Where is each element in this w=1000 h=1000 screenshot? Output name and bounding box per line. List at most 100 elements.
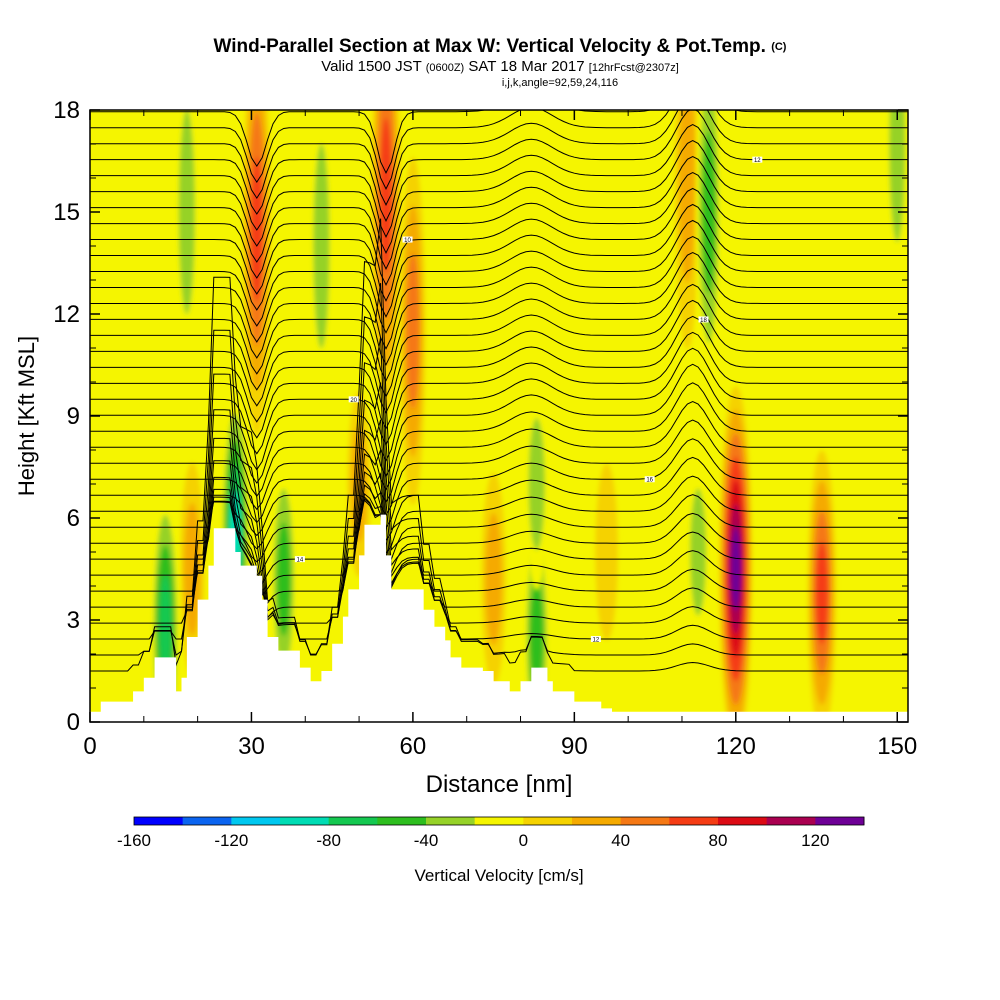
isentrope [90,382,908,491]
isentrope-label-bg [698,316,709,323]
colorbar-tick-label: -40 [414,831,439,850]
velocity-level [406,253,420,409]
isentrope [90,363,908,478]
isentrope [90,347,908,462]
colorbar-swatch [620,817,670,825]
isentrope [90,494,908,563]
isentrope [90,449,908,604]
colorbar-swatch [474,817,524,825]
velocity-core [719,386,753,722]
colorbar-tick-label: -80 [316,831,341,850]
y-tick-label: 9 [67,403,80,430]
isentrope [90,219,908,334]
isentrope [90,110,908,175]
isentrope [90,267,908,382]
colorbar-tick-label: 40 [611,831,630,850]
terrain-mask [90,514,908,722]
colorbar-swatch [426,817,476,825]
colorbar-swatch [523,817,573,825]
velocity-core [174,110,200,379]
colorbar-swatch [718,817,768,825]
isentrope [90,156,908,270]
isentrope-label-bg [294,556,305,563]
y-axis-label: Height [Kft MSL] [14,336,39,496]
isentrope [90,475,908,555]
y-tick-label: 15 [53,199,80,226]
isentrope [90,299,908,414]
isentrope [90,283,908,398]
theta-contours [90,110,908,672]
velocity-core [400,157,426,505]
isentrope [90,251,908,366]
isentrope-label: 16 [646,478,653,484]
isentrope [90,110,908,191]
isentrope [90,124,908,238]
colorbar-tick-label: 120 [801,831,829,850]
colorbar-swatch [231,817,281,825]
colorbar-swatch [134,817,184,825]
x-tick-label: 0 [83,733,96,760]
velocity-level [679,110,696,284]
colorbar-tick-label: 0 [519,831,528,850]
isentrope [90,419,908,517]
velocity-level [730,527,741,611]
isentrope-label-bg [402,236,413,243]
isentrope-label-bg [590,636,601,643]
velocity-level [250,156,263,302]
isentrope-label-bg [348,396,359,403]
velocity-core [807,450,837,722]
colorbar: -160 -120 -80 -40 0 40 80 120 [117,816,865,850]
isentrope [90,331,908,446]
isentrope [90,235,908,350]
y-tick-label: 12 [53,301,80,328]
axes: 0 30 60 90 120 150 0 3 6 9 12 15 18 [53,97,917,760]
velocity-core [595,463,618,641]
isentrope [90,187,908,302]
isentrope [90,337,908,640]
isentrope [90,110,908,222]
isentrope [90,140,908,254]
isentrope-label: 12 [754,158,761,164]
x-tick-label: 30 [238,733,265,760]
velocity-level [379,117,393,273]
x-tick-label: 150 [877,733,917,760]
isentrope [90,203,908,318]
isentrope [90,172,908,286]
valid-time: Valid 1500 JST (0600Z) SAT 18 Mar 2017 [… [321,58,679,75]
isentrope [90,382,908,625]
isentrope [90,471,908,596]
isentrope-label-bg [644,476,655,483]
velocity-level [276,522,291,636]
isentrope [90,484,908,588]
isentrope-label: 10 [404,238,411,244]
colorbar-swatch [669,817,719,825]
colorbar-label: Vertical Velocity [cm/s] [414,866,583,885]
x-tick-label: 60 [400,733,427,760]
isentrope-label: 18 [700,318,707,324]
y-tick-label: 3 [67,607,80,634]
isentrope [90,438,908,529]
theta-contour-labels: 12 14 16 20 18 10 12 [294,156,763,644]
colorbar-frame [133,816,865,826]
isentrope [90,492,908,576]
chart-title: Wind-Parallel Section at Max W: Vertical… [213,36,787,57]
colorbar-swatch [182,817,232,825]
x-axis-label: Distance [nm] [426,771,573,798]
y-tick-label: 18 [53,97,80,124]
isentrope-label: 20 [350,398,357,404]
colorbar-swatch [377,817,427,825]
velocity-level [595,463,618,641]
colorbar-tick-label: -120 [214,831,248,850]
isentrope-label: 12 [593,638,600,644]
velocity-level [815,541,828,645]
isentrope [90,218,908,672]
velocity-core [696,110,722,394]
velocity-level [178,110,196,315]
x-tick-label: 90 [561,733,588,760]
velocity-level [528,417,545,551]
isentrope [90,456,908,542]
velocity-level [485,512,502,646]
colorbar-tick-label: 80 [709,831,728,850]
title-block: Wind-Parallel Section at Max W: Vertical… [0,36,1000,89]
